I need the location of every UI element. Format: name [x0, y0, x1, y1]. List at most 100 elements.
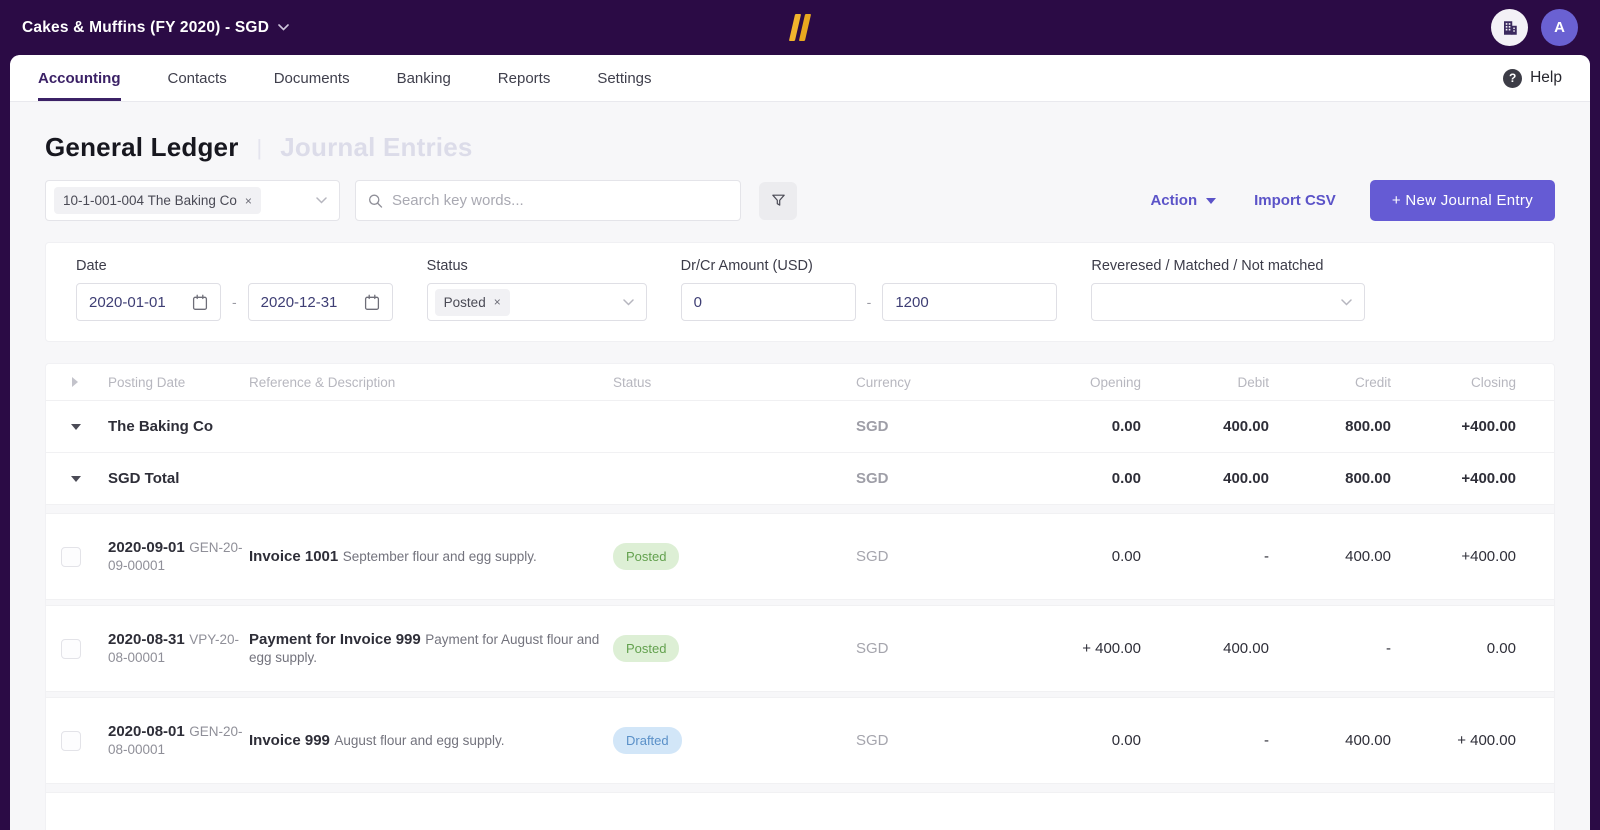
- entry-description: Payment for August flour and egg supply.: [249, 631, 600, 665]
- posting-date-cell: 2020-09-01 GEN-20-09-00001: [108, 539, 249, 575]
- nav-tab-accounting[interactable]: Accounting: [38, 55, 121, 101]
- remove-tag-icon[interactable]: ×: [493, 295, 501, 309]
- company-selector[interactable]: Cakes & Muffins (FY 2020) - SGD: [22, 19, 289, 37]
- filter-panel: Date 2020-01-01 - 2020-12-31 Status: [45, 242, 1555, 342]
- currency-cell: SGD: [856, 640, 889, 657]
- credit-cell: -: [1386, 640, 1391, 657]
- amount-max-box: [882, 283, 1058, 321]
- nav-tab-reports[interactable]: Reports: [498, 55, 551, 101]
- row-checkbox[interactable]: [61, 638, 81, 659]
- entry-title: Invoice 1001: [249, 547, 339, 565]
- nav-tab-settings[interactable]: Settings: [597, 55, 651, 101]
- reference-number: GEN-20-09-00001: [108, 539, 243, 573]
- column-header-posting-date: Posting Date: [108, 374, 186, 390]
- expand-all-icon[interactable]: [72, 377, 78, 387]
- search-box: [355, 180, 741, 221]
- entry-description: September flour and egg supply.: [342, 548, 537, 564]
- nav-tab-label: Accounting: [38, 69, 121, 87]
- reference-description-cell: Payment for Invoice 999 Payment for Augu…: [249, 631, 613, 667]
- status-cell: Drafted: [613, 727, 856, 754]
- status-select[interactable]: Posted ×: [426, 283, 647, 321]
- table-row[interactable]: 2020-08-01 GEN-20-08-00001 Invoice 999 A…: [46, 698, 1554, 784]
- column-header-closing: Closing: [1470, 374, 1516, 390]
- posting-date: 2020-08-31: [108, 630, 185, 648]
- avatar-initial: A: [1554, 19, 1565, 36]
- column-header-currency: Currency: [856, 374, 911, 390]
- help-label: Help: [1530, 69, 1562, 86]
- nav-tab-contacts[interactable]: Contacts: [168, 55, 227, 101]
- search-icon: [368, 194, 383, 208]
- reference-description-cell: Invoice 999 August flour and egg supply.: [249, 732, 613, 750]
- account-tag: 10-1-001-004 The Baking Co ×: [54, 187, 261, 214]
- main-card: Accounting Contacts Documents Banking Re…: [10, 55, 1590, 830]
- reference-number: GEN-20-08-00001: [108, 723, 243, 757]
- group-opening: 0.00: [1111, 470, 1141, 487]
- group-label: The Baking Co: [108, 418, 214, 435]
- date-to-value: 2020-12-31: [260, 293, 338, 311]
- status-badge: Posted: [613, 543, 680, 570]
- opening-cell: 0.00: [1111, 548, 1141, 565]
- funnel-icon: [771, 194, 785, 206]
- action-dropdown[interactable]: Action: [1150, 192, 1217, 209]
- avatar[interactable]: A: [1541, 9, 1578, 46]
- title-divider: |: [256, 134, 263, 160]
- tab-journal-entries[interactable]: Journal Entries: [280, 132, 473, 162]
- opening-cell: 0.00: [1111, 732, 1141, 749]
- range-separator: -: [866, 294, 872, 310]
- row-checkbox[interactable]: [61, 730, 81, 751]
- nav-tab-label: Reports: [497, 69, 551, 87]
- collapse-group-icon[interactable]: [71, 475, 81, 482]
- organization-button[interactable]: [1491, 9, 1528, 46]
- remove-tag-icon[interactable]: ×: [244, 193, 252, 208]
- chevron-down-icon: [1341, 298, 1353, 306]
- debit-cell: -: [1264, 548, 1269, 565]
- matched-select[interactable]: [1091, 283, 1366, 321]
- matched-filter-group: Reveresed / Matched / Not matched: [1091, 258, 1366, 321]
- group-credit: 800.00: [1345, 470, 1391, 487]
- nav-tab-label: Banking: [396, 69, 451, 87]
- toolbar-right: Action Import CSV + New Journal Entry: [1150, 180, 1555, 221]
- range-separator: -: [232, 294, 237, 310]
- matched-filter-label: Reveresed / Matched / Not matched: [1091, 258, 1324, 274]
- page-content: General Ledger | Journal Entries 10-1-00…: [10, 102, 1590, 830]
- entry-description: August flour and egg supply.: [334, 732, 505, 748]
- closing-cell: 0.00: [1486, 640, 1516, 657]
- nav-tab-documents[interactable]: Documents: [274, 55, 350, 101]
- row-spacer: [46, 505, 1554, 514]
- column-header-status: Status: [613, 374, 652, 390]
- collapse-group-icon[interactable]: [71, 423, 81, 430]
- nav-tab-banking[interactable]: Banking: [397, 55, 451, 101]
- group-currency: SGD: [856, 418, 889, 435]
- status-cell: Posted: [613, 543, 856, 570]
- page-title: General Ledger: [45, 132, 239, 162]
- status-badge: Posted: [613, 635, 680, 662]
- date-to-input[interactable]: 2020-12-31: [247, 283, 393, 321]
- column-header-debit: Debit: [1237, 374, 1269, 390]
- amount-max-input[interactable]: [895, 293, 1045, 311]
- help-button[interactable]: ? Help: [1503, 68, 1562, 88]
- row-checkbox[interactable]: [61, 546, 81, 567]
- filter-button[interactable]: [759, 181, 797, 220]
- amount-min-input[interactable]: [693, 293, 843, 311]
- currency-cell: SGD: [856, 732, 889, 749]
- entry-title: Payment for Invoice 999: [249, 630, 421, 648]
- date-from-input[interactable]: 2020-01-01: [76, 283, 221, 321]
- credit-cell: 400.00: [1345, 548, 1391, 565]
- credit-cell: 400.00: [1345, 732, 1391, 749]
- table-row[interactable]: 2020-09-01 GEN-20-09-00001 Invoice 1001 …: [46, 514, 1554, 600]
- table-row[interactable]: 2020-08-31 VPY-20-08-00001 Payment for I…: [46, 606, 1554, 692]
- group-row[interactable]: The Baking Co SGD 0.00 400.00 800.00 +40…: [46, 401, 1554, 453]
- account-select[interactable]: 10-1-001-004 The Baking Co ×: [45, 180, 340, 221]
- new-journal-entry-button[interactable]: + New Journal Entry: [1369, 180, 1555, 221]
- nav-tab-label: Settings: [597, 69, 652, 87]
- group-row[interactable]: SGD Total SGD 0.00 400.00 800.00 +400.00: [46, 453, 1554, 505]
- opening-cell: + 400.00: [1082, 640, 1141, 657]
- search-input[interactable]: [391, 192, 728, 209]
- closing-cell: + 400.00: [1457, 732, 1516, 749]
- main-nav: Accounting Contacts Documents Banking Re…: [10, 55, 1590, 102]
- posting-date-cell: 2020-08-01 GEN-20-08-00001: [108, 723, 249, 759]
- import-csv-link[interactable]: Import CSV: [1254, 192, 1336, 209]
- group-opening: 0.00: [1111, 418, 1141, 435]
- currency-cell: SGD: [856, 548, 889, 565]
- status-badge: Drafted: [613, 727, 682, 754]
